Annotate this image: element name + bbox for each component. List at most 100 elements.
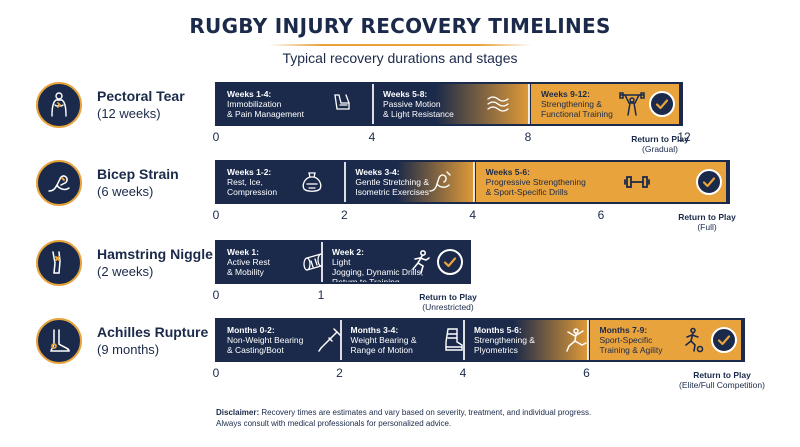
stage-segment: Months 3-4: Weight Bearing & Range of Moti… bbox=[340, 320, 465, 360]
axis-tick-label: 6 bbox=[583, 366, 590, 380]
return-to-play-detail: (Full) bbox=[697, 222, 717, 232]
injury-duration: (12 weeks) bbox=[97, 106, 161, 121]
injury-name: Achilles Rupture bbox=[97, 324, 209, 340]
injury-name: Pectoral Tear bbox=[97, 88, 185, 104]
injury-row: Achilles Rupture (9 months) Months 0-2: Non… bbox=[0, 318, 800, 398]
injury-row: Bicep Strain (6 weeks) Weeks 1-2: Rest, Ice… bbox=[0, 160, 800, 240]
stage-description: Light bbox=[332, 257, 351, 267]
checkmark-icon bbox=[649, 91, 675, 117]
injury-row: Hamstring Niggle (2 weeks) Week 1: Active R… bbox=[0, 240, 800, 320]
stage-title: Months 7-9: bbox=[599, 325, 648, 335]
stage-description: Sport-Specific bbox=[599, 335, 653, 345]
page-title: RUGBY INJURY RECOVERY TIMELINES bbox=[189, 14, 611, 38]
stage-segment: Months 0-2: Non-Weight Bearing & Casting/B… bbox=[217, 320, 341, 360]
stage-title: Week 1: bbox=[227, 247, 259, 257]
return-to-play-title: Return to Play bbox=[693, 370, 751, 380]
timeline-bar: Months 0-2: Non-Weight Bearing & Casting/B… bbox=[215, 318, 745, 362]
disclaimer-line-2: Always consult with medical professional… bbox=[216, 419, 452, 428]
return-to-play-label: Return to Play (Full) bbox=[647, 212, 767, 232]
stage-divider bbox=[586, 320, 589, 360]
disclaimer: Disclaimer: Recovery times are estimates… bbox=[216, 407, 591, 429]
checkmark-icon bbox=[711, 327, 737, 353]
stage-description: Training & Agility bbox=[599, 345, 663, 355]
stage-description: Strengthening & bbox=[474, 335, 535, 345]
stage-description: & Mobility bbox=[227, 267, 264, 277]
stage-description: Non-Weight Bearing bbox=[227, 335, 304, 345]
axis-tick-label: 6 bbox=[597, 208, 605, 222]
stage-description: Plyometrics bbox=[474, 345, 518, 355]
stage-description: Jogging, Dynamic Drills, bbox=[332, 267, 424, 277]
stage-segment: Weeks 1-4: Immobilization & Pain Managemen… bbox=[217, 84, 373, 124]
stage-divider bbox=[472, 162, 475, 202]
injury-name: Bicep Strain bbox=[97, 166, 179, 182]
stage-title: Months 3-4: bbox=[350, 325, 399, 335]
runner-icon bbox=[407, 249, 433, 275]
stage-description: Active Rest bbox=[227, 257, 270, 267]
stage-description: & Light Resistance bbox=[383, 109, 454, 119]
axis-tick-label: 0 bbox=[212, 288, 220, 302]
weightlifter-icon bbox=[619, 91, 645, 117]
stage-title: Week 2: bbox=[332, 247, 364, 257]
axis-tick-label: 1 bbox=[317, 288, 325, 302]
stage-divider bbox=[339, 320, 342, 360]
axis-tick-label: 4 bbox=[368, 130, 376, 144]
return-to-play-title: Return to Play bbox=[678, 212, 736, 222]
return-to-play-detail: (Elite/Full Competition) bbox=[679, 380, 765, 390]
return-to-play-label: Return to Play (Gradual) bbox=[600, 134, 720, 154]
checkmark-icon bbox=[696, 169, 722, 195]
return-to-play-label: Return to Play (Elite/Full Competition) bbox=[662, 370, 782, 390]
stage-segment: Months 5-6: Strengthening & Plyometrics bbox=[464, 320, 588, 360]
return-to-play-detail: (Unrestricted) bbox=[422, 302, 474, 312]
injury-duration: (2 weeks) bbox=[97, 264, 154, 279]
timeline-bar: Weeks 1-4: Immobilization & Pain Managemen… bbox=[215, 82, 683, 126]
stage-description: Return to Training bbox=[332, 277, 400, 282]
stage-segment: Weeks 1-2: Rest, Ice, Compression bbox=[217, 162, 346, 202]
injury-row: Pectoral Tear (12 weeks) Weeks 1-4: Immobil… bbox=[0, 82, 800, 162]
stage-segment: Weeks 5-8: Passive Motion & Light Resistan… bbox=[373, 84, 529, 124]
stage-divider bbox=[372, 84, 374, 124]
stage-title: Months 0-2: bbox=[227, 325, 275, 335]
stage-title: Months 5-6: bbox=[474, 325, 522, 335]
stage-segment: Weeks 3-4: Gentle Stretching & Isometric E… bbox=[345, 162, 474, 202]
stage-description: & Casting/Boot bbox=[227, 345, 284, 355]
stage-description: Isometric Exercises bbox=[355, 187, 430, 197]
stretching-arm-icon bbox=[427, 169, 453, 195]
stage-description: & Sport-Specific Drills bbox=[485, 187, 568, 197]
page-subtitle: Typical recovery durations and stages bbox=[282, 50, 518, 66]
walking-boot-icon bbox=[440, 327, 465, 353]
stage-segment: Weeks 5-6: Progressive Strengthening & Spo… bbox=[473, 162, 728, 202]
stage-divider bbox=[528, 84, 530, 124]
stage-divider bbox=[321, 242, 323, 282]
stage-description: Passive Motion bbox=[383, 99, 441, 109]
injury-duration: (9 months) bbox=[97, 342, 160, 357]
return-to-play-title: Return to Play bbox=[419, 292, 477, 302]
axis-tick-label: 4 bbox=[469, 208, 476, 222]
stage-description: Compression bbox=[227, 187, 278, 197]
axis-tick-label: 2 bbox=[340, 208, 348, 222]
axis-tick-label: 0 bbox=[212, 130, 220, 144]
disclaimer-line-1: Recovery times are estimates and vary ba… bbox=[261, 408, 592, 417]
stage-title: Weeks 5-8: bbox=[383, 89, 428, 99]
timeline-bar: Week 1: Active Rest & Mobility Week 2: Light… bbox=[215, 240, 471, 284]
crutch-icon bbox=[316, 327, 341, 353]
checkmark-icon bbox=[437, 249, 463, 275]
title-underline bbox=[268, 44, 532, 46]
leg-pain-icon bbox=[36, 240, 82, 286]
return-to-play-label: Return to Play (Unrestricted) bbox=[388, 292, 508, 312]
stage-description: Range of Motion bbox=[350, 345, 413, 355]
foam-roller-icon bbox=[301, 249, 322, 275]
stage-description: Progressive Strengthening bbox=[485, 177, 586, 187]
arm-sling-icon bbox=[329, 91, 355, 117]
injury-name: Hamstring Niggle bbox=[97, 246, 213, 262]
stage-description: Gentle Stretching & bbox=[355, 177, 430, 187]
timeline-bar: Weeks 1-2: Rest, Ice, Compression Weeks 3-4… bbox=[215, 160, 730, 204]
stage-title: Weeks 1-2: bbox=[227, 167, 272, 177]
dumbbell-icon bbox=[623, 169, 650, 195]
injury-duration: (6 weeks) bbox=[97, 184, 154, 199]
motion-waves-icon bbox=[485, 91, 511, 117]
stage-title: Weeks 3-4: bbox=[355, 167, 400, 177]
chest-pain-icon bbox=[36, 82, 82, 128]
stage-segment: Week 1: Active Rest & Mobility bbox=[217, 242, 322, 282]
return-to-play-detail: (Gradual) bbox=[642, 144, 678, 154]
stage-title: Weeks 5-6: bbox=[485, 167, 530, 177]
